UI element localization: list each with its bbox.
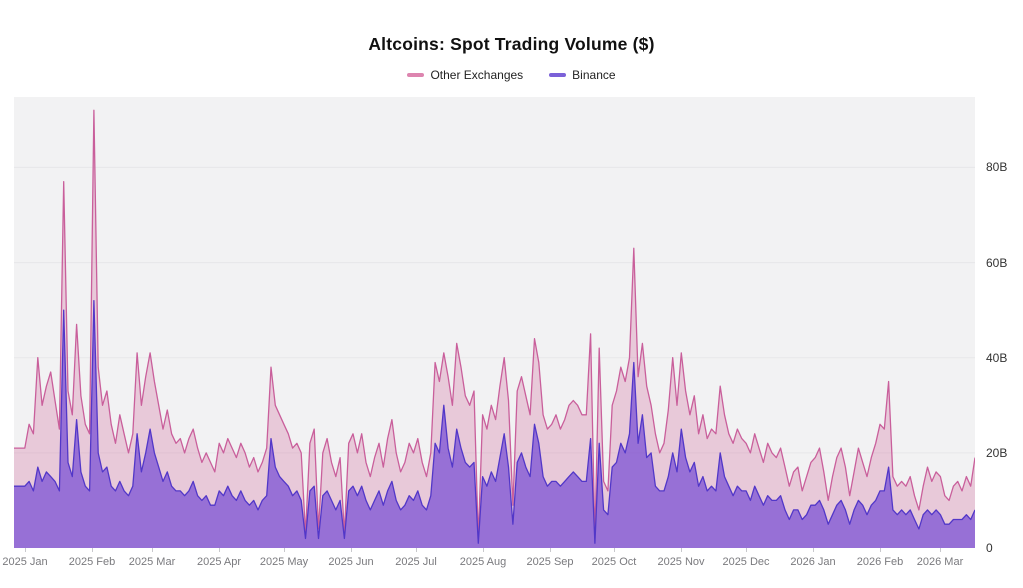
y-tick-label-60B: 60B <box>986 255 1008 270</box>
legend-label-other-exchanges: Other Exchanges <box>430 68 524 82</box>
x-tick-mark <box>284 548 285 552</box>
y-tick-label-0: 0 <box>986 541 993 555</box>
binance-swatch-icon <box>549 73 567 77</box>
other-exchanges-line <box>14 109 975 540</box>
legend: Other Exchanges Binance <box>0 68 1023 82</box>
x-tick-label-2025-Sep: 2025 Sep <box>526 556 574 568</box>
x-tick-mark <box>219 548 220 552</box>
x-tick-mark <box>940 548 941 552</box>
legend-item-other-exchanges[interactable]: Other Exchanges <box>407 68 523 82</box>
x-tick-label-2025-Dec: 2025 Dec <box>722 556 770 568</box>
x-tick-label-2026-Jan: 2026 Jan <box>790 556 836 568</box>
chart-title: Altcoins: Spot Trading Volume ($) <box>368 34 655 54</box>
x-tick-mark <box>416 548 417 552</box>
x-tick-label-2026-Mar: 2026 Mar <box>916 556 964 568</box>
x-tick-mark <box>813 548 814 552</box>
x-tick-label-2025-Jan: 2025 Jan <box>2 556 48 568</box>
x-tick-mark <box>681 548 682 552</box>
binance-line <box>14 299 975 544</box>
x-tick-mark <box>614 548 615 552</box>
x-tick-label-2025-Oct: 2025 Oct <box>591 556 637 568</box>
y-tick-label-20B: 20B <box>986 445 1008 460</box>
y-tick-label-40B: 40B <box>986 350 1008 365</box>
x-tick-label-2025-Mar: 2025 Mar <box>128 556 176 568</box>
binance-area <box>14 300 975 548</box>
area-chart-canvas <box>14 109 975 548</box>
x-tick-mark <box>483 548 484 552</box>
x-tick-label-2025-Aug: 2025 Aug <box>459 556 507 568</box>
x-tick-label-2025-Feb: 2025 Feb <box>68 556 116 568</box>
x-tick-mark <box>746 548 747 552</box>
x-tick-label-2025-May: 2025 May <box>259 556 309 568</box>
other-exchanges-swatch-icon <box>407 73 425 77</box>
y-tick-label-80B: 80B <box>986 160 1008 175</box>
x-tick-mark <box>25 548 26 552</box>
legend-label-binance: Binance <box>572 68 616 82</box>
legend-item-binance[interactable]: Binance <box>549 68 616 82</box>
x-tick-label-2025-Jul: 2025 Jul <box>395 556 437 568</box>
x-tick-label-2025-Nov: 2025 Nov <box>657 556 705 568</box>
x-tick-mark <box>550 548 551 552</box>
x-tick-mark <box>351 548 352 552</box>
x-tick-mark <box>92 548 93 552</box>
x-tick-label-2025-Jun: 2025 Jun <box>328 556 374 568</box>
x-tick-mark <box>152 548 153 552</box>
x-tick-label-2025-Apr: 2025 Apr <box>196 556 242 568</box>
x-tick-label-2026-Feb: 2026 Feb <box>856 556 904 568</box>
plot-area[interactable] <box>14 97 975 548</box>
x-tick-mark <box>880 548 881 552</box>
